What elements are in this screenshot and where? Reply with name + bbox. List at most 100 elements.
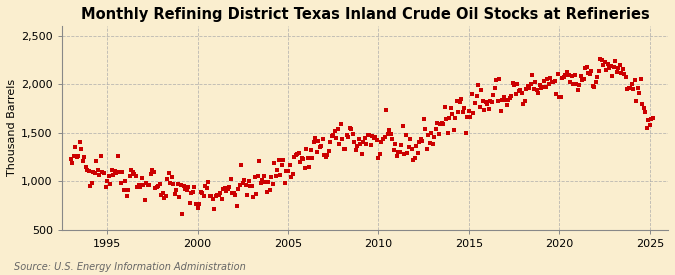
Point [257,177,268,182]
Point [415,137,426,141]
Point [626,82,637,86]
Point [432,120,443,125]
Point [313,138,323,143]
Point [409,156,420,161]
Point [90,170,101,175]
Point [604,66,615,71]
Point [155,182,165,186]
Point [639,106,649,111]
Point [509,83,520,88]
Point [448,128,459,132]
Point [556,95,566,100]
Point [637,102,648,106]
Point [493,76,504,81]
Point [305,148,316,152]
Point [105,182,115,186]
Point [200,183,211,188]
Point [593,68,604,73]
Point [180,187,191,191]
Point [586,69,597,73]
Point [369,136,379,140]
Point [207,197,218,201]
Point [188,190,198,194]
Point [174,195,185,199]
Point [583,70,593,75]
Point [536,86,547,90]
Point [148,170,159,174]
Point [165,181,176,185]
Point [337,137,348,141]
Point [119,178,130,183]
Point [88,170,99,174]
Point [259,174,269,178]
Point [483,107,494,111]
Point [212,193,223,198]
Point [426,131,437,135]
Point [385,132,396,136]
Point [323,148,334,153]
Point [194,202,205,207]
Point [109,168,120,173]
Point [73,153,84,158]
Point [76,147,87,151]
Point [130,174,141,178]
Point [458,110,468,114]
Point [645,122,655,127]
Point [411,144,422,148]
Point [279,181,290,185]
Point [477,98,488,103]
Point [427,142,438,147]
Point [70,145,81,149]
Point [246,184,257,188]
Point [450,116,461,120]
Point [522,84,533,89]
Point [65,157,76,161]
Point [106,168,117,172]
Point [348,132,358,137]
Point [420,127,431,131]
Point [295,160,306,164]
Point [138,182,148,187]
Point [196,190,207,195]
Point [515,87,526,92]
Point [456,97,467,101]
Point [201,185,212,190]
Point [135,185,146,189]
Point [641,125,652,130]
Point [342,133,352,137]
Point [218,187,229,191]
Point [529,87,539,91]
Point [479,108,489,112]
Point [311,150,322,155]
Point [221,189,232,194]
Point [198,193,209,198]
Point [325,139,335,144]
Point [182,188,192,192]
Point [616,70,626,75]
Point [103,174,114,178]
Point [559,75,570,79]
Point [589,85,599,89]
Point [367,134,378,138]
Point [190,202,201,207]
Point [80,165,91,169]
Point [397,124,408,128]
Point [387,137,398,142]
Point [551,92,562,96]
Point [560,72,571,77]
Point [618,67,628,72]
Point [495,109,506,113]
Point [86,181,97,185]
Point [111,170,122,175]
Point [592,75,603,79]
Point [84,169,95,173]
Point [389,142,400,146]
Point [161,194,171,198]
Point [598,62,609,67]
Point [394,150,405,154]
Point [94,172,105,177]
Point [488,92,499,97]
Point [228,191,239,196]
Point [535,83,545,88]
Point [328,132,339,137]
